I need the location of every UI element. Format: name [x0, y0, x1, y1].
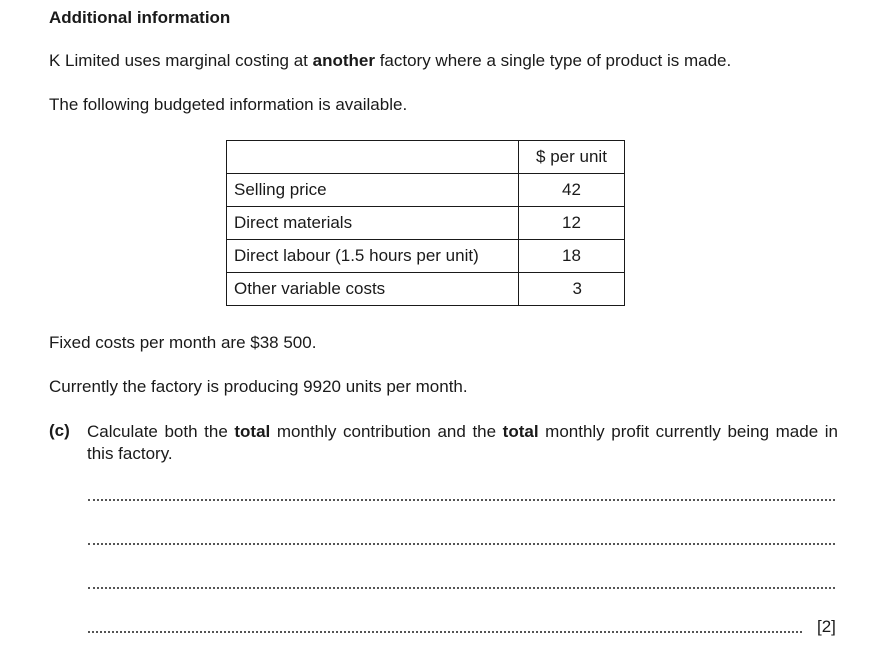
- intro-text-after: factory where a single type of product i…: [374, 51, 732, 70]
- answer-line[interactable]: [88, 543, 835, 545]
- table-row: Direct labour (1.5 hours per unit) 18: [226, 239, 625, 273]
- intro-text-before: K Limited uses marginal costing at: [49, 51, 313, 70]
- table-row-value: 3: [518, 272, 625, 306]
- production-paragraph: Currently the factory is producing 9920 …: [49, 377, 468, 396]
- table-row: Other variable costs 3: [226, 272, 625, 306]
- table-row-value: 12: [518, 206, 625, 240]
- table-row-label: Direct labour (1.5 hours per unit): [226, 239, 519, 273]
- answer-line[interactable]: [88, 499, 835, 501]
- question-bold-total-1: total: [234, 422, 271, 441]
- table-row: Direct materials 12: [226, 206, 625, 240]
- table-row-value: 42: [518, 173, 625, 207]
- marks-label: [2]: [817, 617, 836, 636]
- table-row-label: Selling price: [226, 173, 519, 207]
- table-row-label: Direct materials: [226, 206, 519, 240]
- table-row-label: Other variable costs: [226, 272, 519, 306]
- section-heading: Additional information: [49, 8, 231, 27]
- question-text-part3: monthly profit currently being made in t…: [87, 422, 838, 463]
- table-row: Selling price 42: [226, 173, 625, 207]
- question-text: Calculate both the total monthly contrib…: [87, 421, 838, 465]
- fixed-costs-paragraph: Fixed costs per month are $38 500.: [49, 333, 317, 352]
- question-label: (c): [49, 421, 70, 440]
- question-text-part2: monthly contribution and the: [270, 422, 503, 441]
- budget-table: $ per unit Selling price 42 Direct mater…: [226, 140, 625, 306]
- table-header-row: $ per unit: [226, 140, 625, 174]
- answer-line[interactable]: [88, 587, 835, 589]
- question-bold-total-2: total: [502, 422, 539, 441]
- intro-text-bold: another: [312, 51, 375, 70]
- budget-intro-paragraph: The following budgeted information is av…: [49, 95, 408, 114]
- question-text-part1: Calculate both the: [87, 422, 235, 441]
- table-header-cell: $ per unit: [518, 140, 625, 174]
- table-header-empty-cell: [226, 140, 519, 174]
- intro-paragraph: K Limited uses marginal costing at anoth…: [49, 51, 731, 71]
- table-row-value: 18: [518, 239, 625, 273]
- answer-line[interactable]: [88, 631, 802, 633]
